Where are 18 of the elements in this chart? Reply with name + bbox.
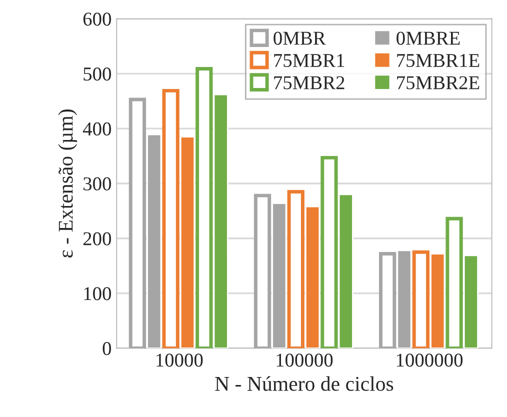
legend-label: 75MBR1E [397, 54, 480, 68]
x-tick-label: 10000 [156, 354, 203, 367]
x-axis-title: N - Número de ciclos [215, 376, 394, 391]
x-tick-label: 100000 [276, 354, 333, 367]
y-tick-label: 200 [83, 232, 112, 246]
x-tick-label: 1000000 [396, 354, 463, 367]
y-tick-label: 600 [83, 12, 112, 26]
legend-label: 0MBR [274, 32, 326, 45]
y-tick-label: 100 [84, 287, 112, 300]
y-tick-label: 300 [84, 177, 112, 190]
y-tick-label: 400 [82, 122, 112, 136]
legend-label: 75MBR1 [274, 54, 344, 68]
y-tick-label: 0 [102, 342, 112, 356]
y-axis-title: ε - Extensão (µm) [58, 110, 78, 258]
legend-label: 0MBRE [396, 32, 460, 45]
legend-label: 75MBR2 [274, 76, 344, 90]
y-tick-label: 500 [84, 67, 112, 81]
legend-label: 75MBR2E [397, 76, 480, 90]
